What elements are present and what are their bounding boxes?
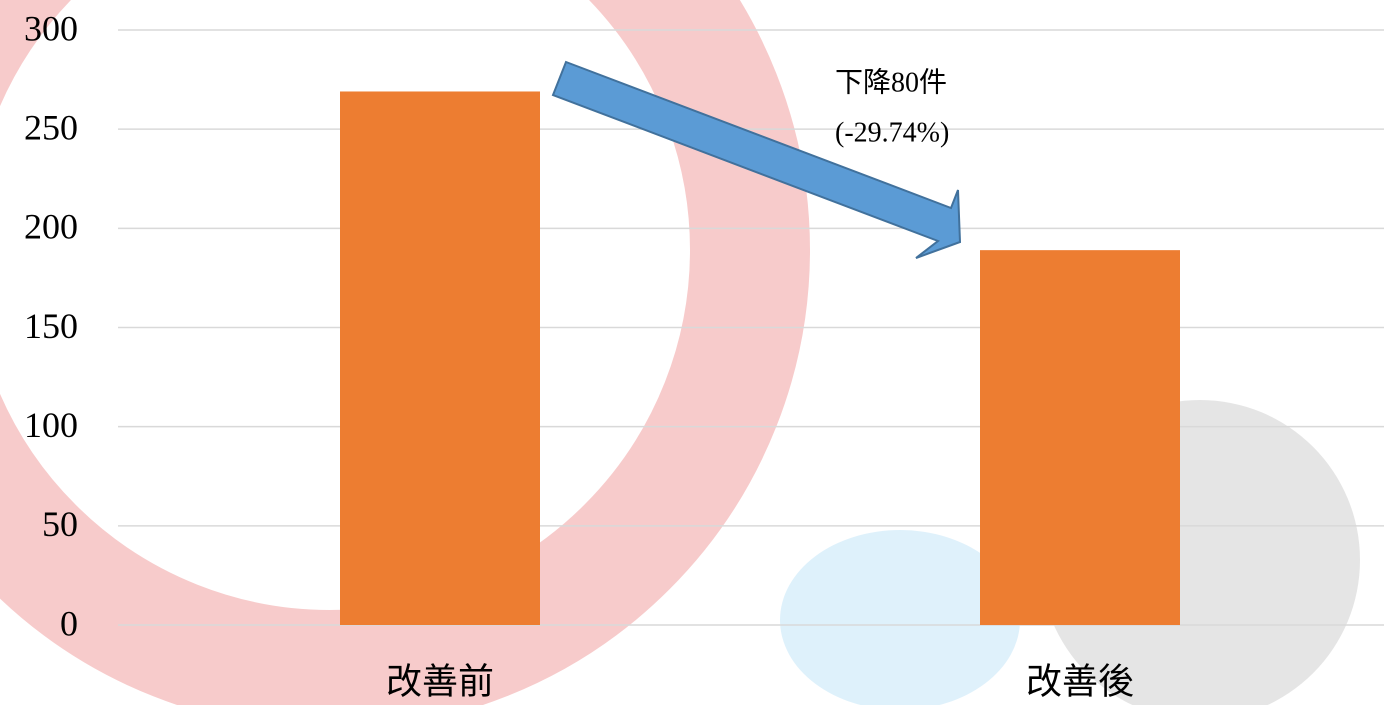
x-tick-label: 改善後 — [1026, 661, 1134, 701]
bar — [340, 91, 540, 625]
y-tick-label: 250 — [24, 107, 78, 147]
annotation: (-29.74%) — [835, 117, 949, 148]
y-tick-label: 150 — [24, 306, 78, 346]
y-tick-label: 300 — [24, 8, 78, 48]
x-tick-label: 改善前 — [386, 661, 494, 701]
chart: 下降80件 (-29.74%) 0 50 100 150 200 250 300 改善前 改善後 — [0, 0, 1384, 705]
y-tick-label: 0 — [60, 603, 78, 643]
y-tick-label: 50 — [42, 504, 78, 544]
bar — [980, 250, 1180, 625]
y-tick-label: 100 — [24, 405, 78, 445]
y-tick-label: 200 — [24, 207, 78, 247]
annotation: 下降80件 — [835, 66, 947, 98]
